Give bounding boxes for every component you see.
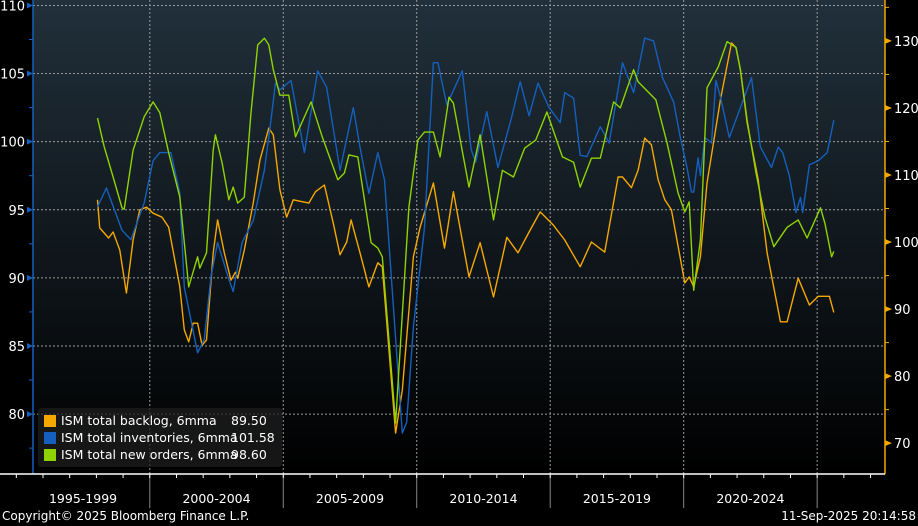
right-axis-marker-icon — [885, 306, 892, 313]
legend-swatch — [44, 431, 56, 444]
left-axis-tick-label: 90 — [8, 272, 25, 287]
x-axis-period-label: 2005-2009 — [316, 491, 384, 506]
right-axis-marker-icon — [885, 104, 892, 111]
left-axis-marker-icon — [27, 138, 33, 145]
right-axis-tick-label: 70 — [894, 437, 911, 452]
right-axis-marker-icon — [885, 239, 892, 246]
timestamp: 11-Sep-2025 20:14:58 — [781, 509, 916, 523]
right-axis-marker-icon — [885, 37, 892, 44]
plot-background — [33, 0, 885, 474]
axes: 80 85 90 95 100 105 110 70 80 90 100 110 120 130 1995-… — [0, 0, 918, 508]
right-axis-marker-icon — [885, 171, 892, 178]
legend-value: 89.50 — [231, 413, 267, 428]
series-line-ism-total-new-orders — [96, 37, 835, 424]
left-axis-tick-label: 110 — [0, 0, 25, 14]
legend-value: 98.60 — [231, 447, 267, 462]
series-line-ism-total-inventories — [96, 37, 835, 434]
legend: ISM total backlog, 6mma 89.50 ISM total … — [38, 408, 282, 467]
gridlines — [33, 0, 885, 474]
left-axis-marker-icon — [27, 206, 33, 213]
legend-swatch — [44, 448, 56, 461]
copyright: Copyright© 2025 Bloomberg Finance L.P. — [2, 509, 250, 523]
right-axis-marker-icon — [885, 373, 892, 380]
x-axis-period-label: 2020-2024 — [716, 491, 784, 506]
x-axis-period-label: 2010-2014 — [449, 491, 517, 506]
left-axis-marker-icon — [27, 411, 33, 418]
left-axis-tick-label: 85 — [8, 340, 25, 355]
right-axis-tick-label: 130 — [894, 35, 918, 50]
legend-value: 101.58 — [231, 430, 275, 445]
left-axis-marker-icon — [27, 274, 33, 281]
legend-label: ISM total backlog, 6mma — [61, 413, 217, 428]
legend-item-backlog: ISM total backlog, 6mma 89.50 — [44, 412, 267, 429]
legend-label: ISM total new orders, 6mma — [61, 447, 238, 462]
series-line-ism-total-backlog — [96, 42, 835, 434]
legend-swatch — [44, 414, 56, 427]
right-axis-tick-label: 100 — [894, 236, 918, 251]
series-lines — [96, 37, 835, 434]
legend-label: ISM total inventories, 6mma — [61, 430, 238, 445]
x-axis-period-label: 1995-1999 — [49, 491, 117, 506]
x-axis-period-label: 2015-2019 — [583, 491, 651, 506]
left-axis-marker-icon — [27, 70, 33, 77]
right-axis-tick-label: 110 — [894, 169, 918, 184]
left-axis-tick-label: 105 — [0, 68, 25, 83]
right-axis-tick-label: 120 — [894, 102, 918, 117]
right-axis-tick-label: 90 — [894, 303, 911, 318]
legend-item-inventories: ISM total inventories, 6mma 101.58 — [44, 429, 275, 446]
legend-item-new-orders: ISM total new orders, 6mma 98.60 — [44, 446, 267, 463]
left-axis-marker-icon — [27, 2, 33, 9]
left-axis-tick-label: 100 — [0, 136, 25, 151]
x-axis-period-label: 2000-2004 — [182, 491, 250, 506]
left-axis-tick-label: 95 — [8, 204, 25, 219]
left-axis-marker-icon — [27, 342, 33, 349]
left-axis-tick-label: 80 — [8, 408, 25, 423]
right-axis-marker-icon — [885, 440, 892, 447]
right-axis-tick-label: 80 — [894, 370, 911, 385]
